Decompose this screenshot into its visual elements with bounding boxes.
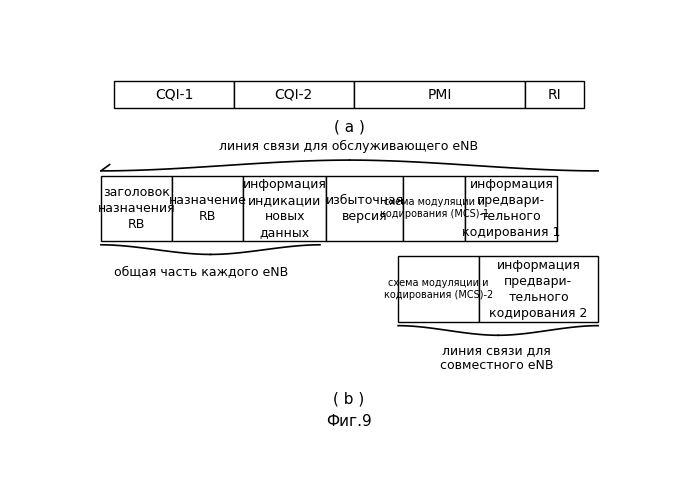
Text: общая часть каждого eNB: общая часть каждого eNB xyxy=(114,265,288,278)
Text: RI: RI xyxy=(548,88,561,102)
Bar xyxy=(479,256,598,322)
Text: информация
предвари-
тельного
кодирования 2: информация предвари- тельного кодировани… xyxy=(489,258,588,320)
Text: линия связи для обслуживающего eNB: линия связи для обслуживающего eNB xyxy=(219,140,479,153)
Bar xyxy=(243,176,326,241)
Text: избыточная
версия: избыточная версия xyxy=(326,194,404,222)
Text: ( b ): ( b ) xyxy=(334,392,364,406)
Bar xyxy=(101,176,172,241)
Bar xyxy=(525,81,584,108)
Bar xyxy=(326,176,403,241)
Bar xyxy=(234,81,353,108)
Text: информация
индикации
новых
данных: информация индикации новых данных xyxy=(242,178,327,238)
Text: заголовок
назначения
RB: заголовок назначения RB xyxy=(97,186,175,230)
Bar xyxy=(398,256,479,322)
Text: Фиг.9: Фиг.9 xyxy=(326,414,372,430)
Text: CQI-1: CQI-1 xyxy=(155,88,193,102)
Text: ( a ): ( a ) xyxy=(334,120,364,135)
Text: схема модуляции и
кодирования (MCS)-2: схема модуляции и кодирования (MCS)-2 xyxy=(384,278,493,300)
Text: PMI: PMI xyxy=(427,88,452,102)
Bar xyxy=(172,176,243,241)
Text: линия связи для
совместного eNB: линия связи для совместного eNB xyxy=(440,344,554,372)
Bar xyxy=(403,176,465,241)
Bar xyxy=(353,81,525,108)
Text: назначение
RB: назначение RB xyxy=(169,194,247,222)
Bar xyxy=(114,81,234,108)
Text: CQI-2: CQI-2 xyxy=(274,88,313,102)
Text: схема модуляции и
кодирования (MCS)-1: схема модуляции и кодирования (MCS)-1 xyxy=(380,197,489,220)
Text: информация
предвари-
тельного
кодирования 1: информация предвари- тельного кодировани… xyxy=(462,178,560,238)
Bar xyxy=(465,176,557,241)
